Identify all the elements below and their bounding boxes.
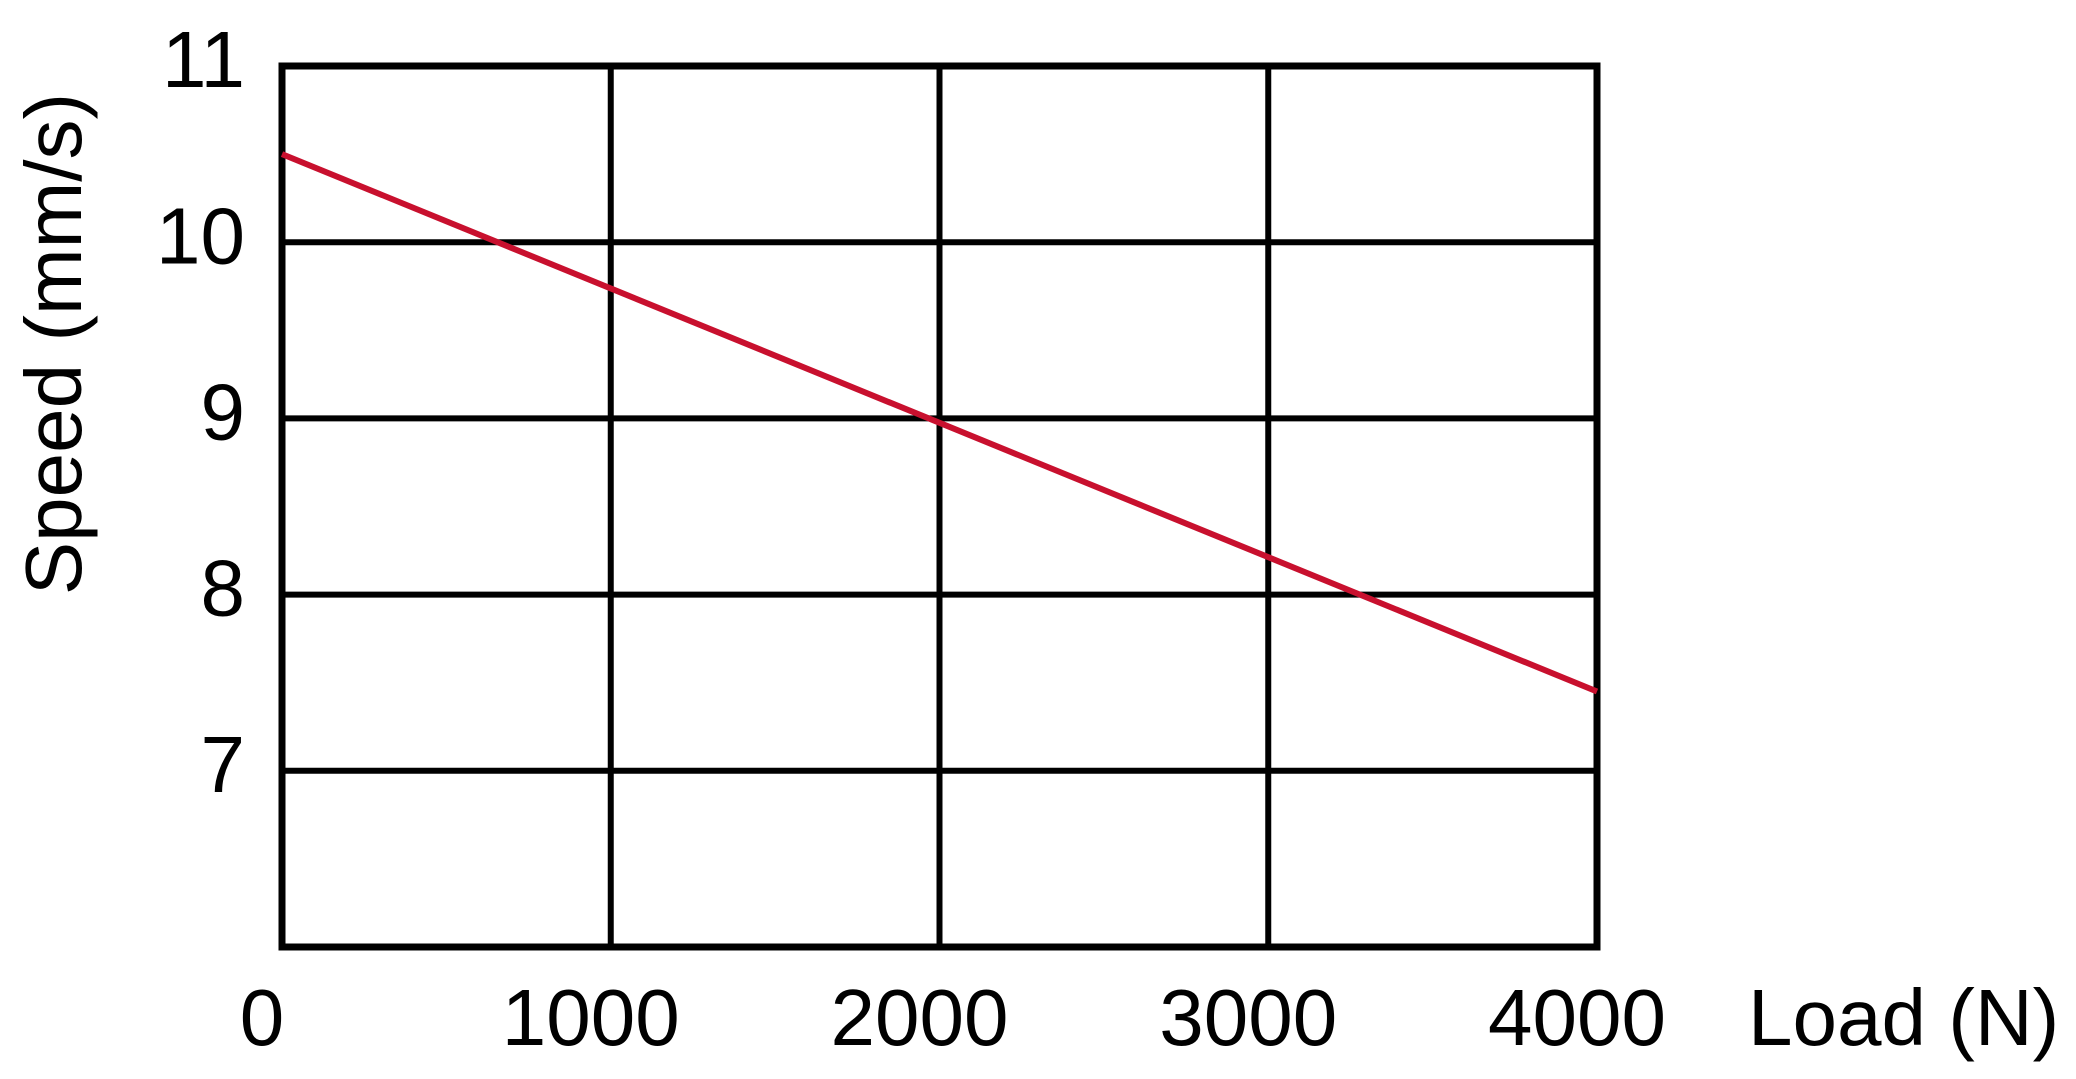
y-tick-label: 9 (201, 368, 246, 457)
y-tick-label: 10 (156, 191, 245, 280)
y-axis-title: Speed (mm/s) (9, 93, 98, 595)
y-tick-label: 8 (201, 544, 246, 633)
y-tick-label: 11 (162, 15, 245, 104)
x-tick-label: 0 (240, 973, 285, 1062)
y-tick-label: 7 (201, 720, 246, 809)
x-tick-label: 4000 (1488, 973, 1666, 1062)
x-tick-label: 1000 (502, 973, 680, 1062)
x-axis-title: Load (N) (1748, 973, 2059, 1062)
x-tick-label: 3000 (1159, 973, 1337, 1062)
x-tick-label: 2000 (831, 973, 1009, 1062)
data-line (280, 151, 1599, 695)
